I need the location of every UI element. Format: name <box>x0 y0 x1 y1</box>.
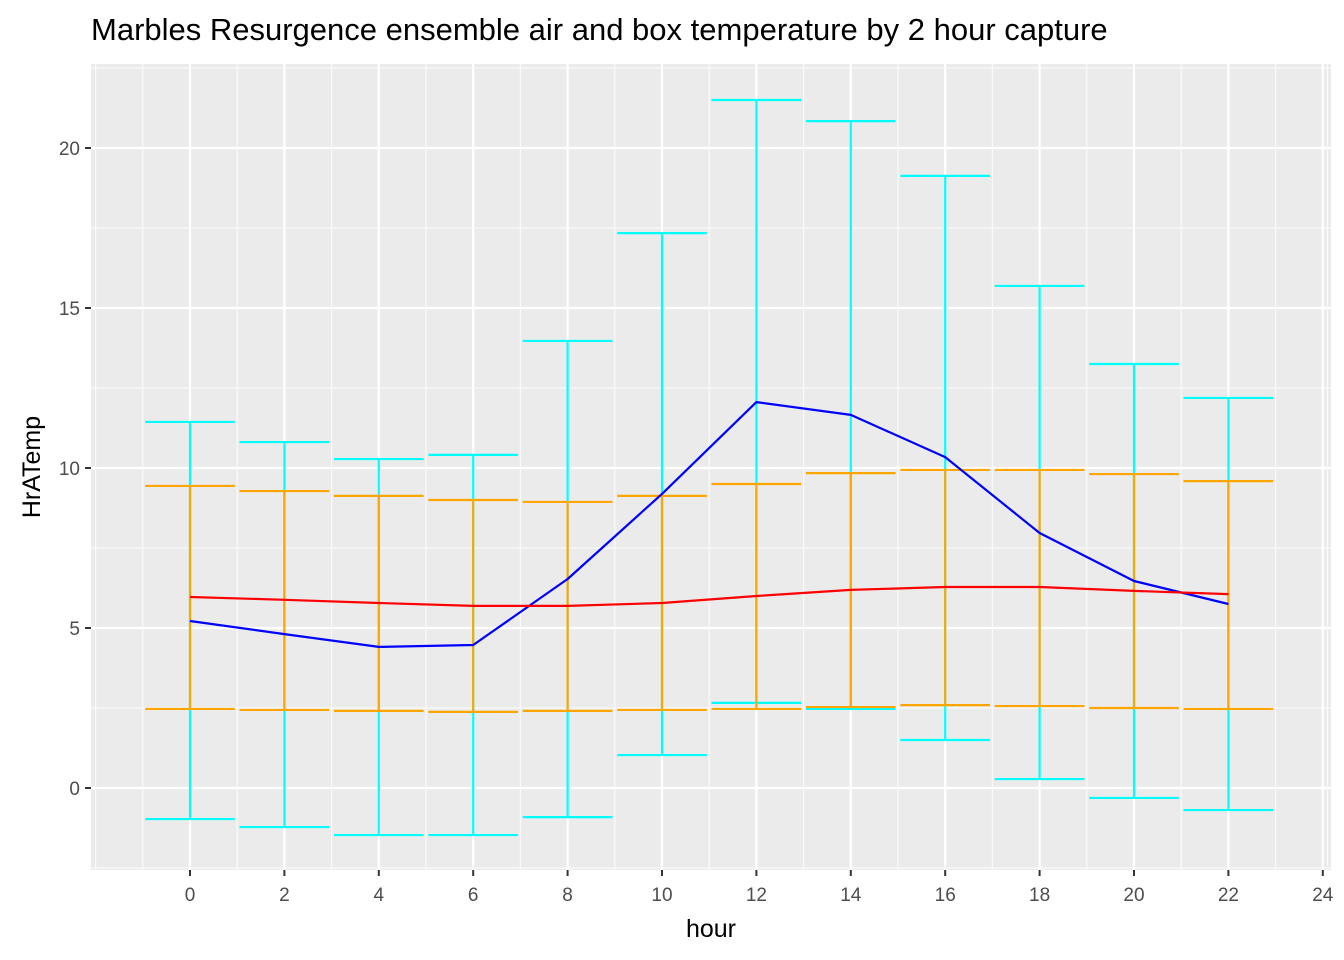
line-box-mean <box>189 585 1229 608</box>
x-tick-label: 8 <box>562 885 573 906</box>
y-tick-label: 0 <box>69 779 80 800</box>
x-tick-label: 0 <box>185 885 196 906</box>
x-tick-label: 24 <box>1312 885 1334 906</box>
line-air-mean <box>189 401 1229 649</box>
x-tick-label: 22 <box>1218 885 1239 906</box>
x-tick-label: 20 <box>1123 885 1144 906</box>
y-tick-label: 5 <box>69 619 80 640</box>
x-tick-label: 14 <box>840 885 862 906</box>
x-tick-label: 4 <box>374 885 385 906</box>
y-tick-label: 15 <box>59 299 80 320</box>
y-axis-label: HrATemp <box>18 416 46 518</box>
x-tick-label: 6 <box>468 885 479 906</box>
y-axis: 0 5 10 15 20 <box>59 139 91 800</box>
x-tick-label: 16 <box>935 885 956 906</box>
x-tick-label: 10 <box>651 885 672 906</box>
chart-title: Marbles Resurgence ensemble air and box … <box>91 12 1108 47</box>
errorbar-box-range <box>1183 480 1274 711</box>
x-axis: 0 2 4 6 8 10 12 14 16 18 20 22 24 <box>185 870 1334 906</box>
series-lines <box>189 401 1229 649</box>
y-tick-label: 10 <box>59 459 80 480</box>
x-axis-label: hour <box>686 915 736 943</box>
x-tick-label: 18 <box>1029 885 1050 906</box>
x-tick-label: 2 <box>279 885 290 906</box>
x-tick-label: 12 <box>746 885 767 906</box>
y-tick-label: 20 <box>59 139 80 160</box>
